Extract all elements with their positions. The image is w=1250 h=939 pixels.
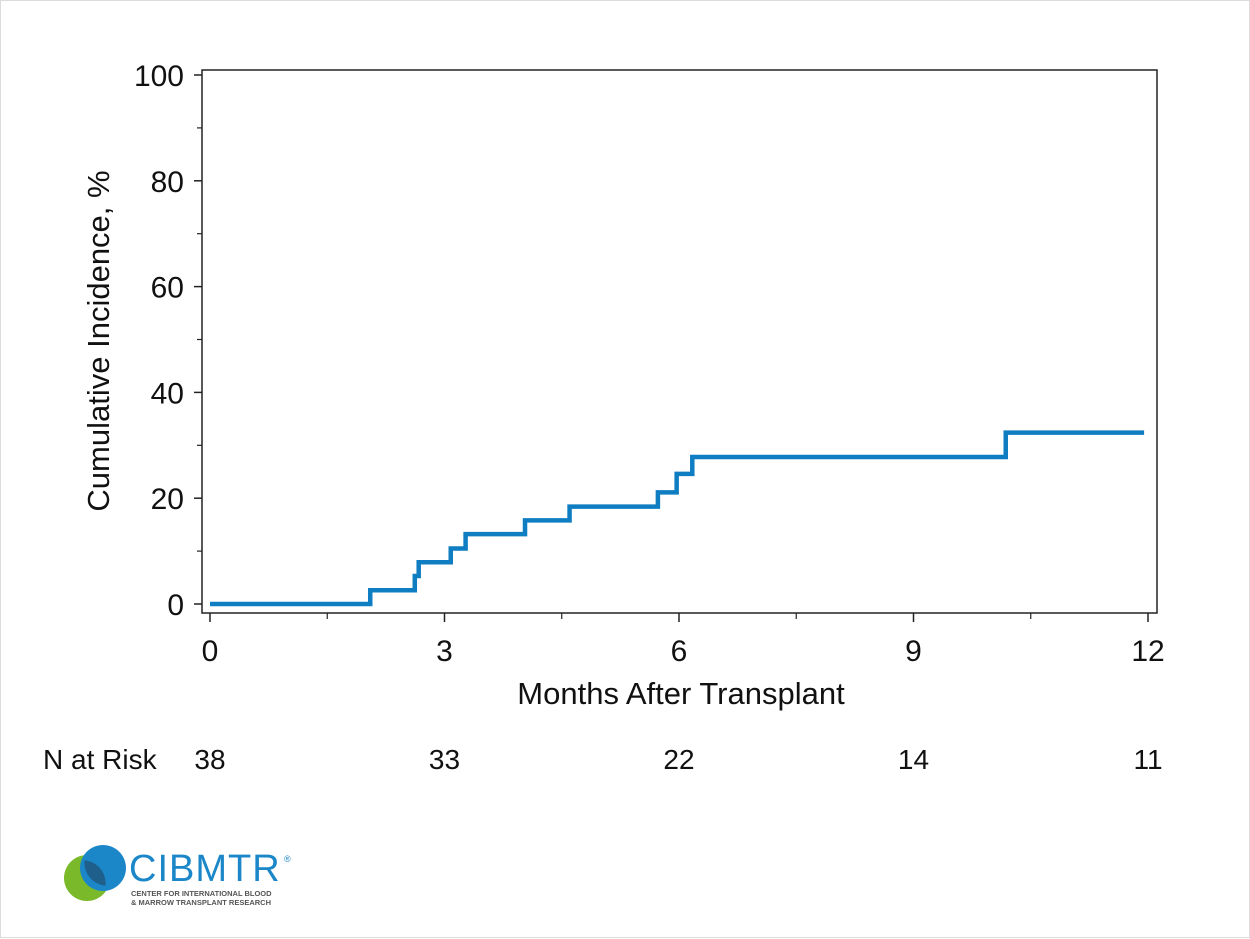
cibmtr-logo: CIBMTR ® CENTER FOR INTERNATIONAL BLOOD …	[64, 845, 291, 907]
series-layer	[210, 430, 1145, 607]
x-axis-ticks: 0 3 6 9 12	[202, 613, 1165, 668]
y-axis-title: Cumulative Incidence, %	[81, 170, 116, 511]
logo-subtitle-line1: CENTER FOR INTERNATIONAL BLOOD	[131, 889, 272, 898]
incidence-step-line	[210, 430, 1145, 607]
risk-table-label: N at Risk	[43, 744, 158, 775]
risk-count: 14	[898, 744, 929, 775]
y-tick-label: 0	[167, 589, 184, 622]
risk-table-values: 38 33 22 14 11	[194, 744, 1162, 775]
x-tick-label: 3	[436, 635, 453, 668]
y-tick-label: 20	[151, 483, 184, 516]
y-tick-label: 100	[134, 60, 184, 93]
risk-count: 33	[429, 744, 460, 775]
x-axis-title: Months After Transplant	[517, 676, 845, 711]
logo-name: CIBMTR	[129, 848, 281, 890]
y-tick-label: 40	[151, 377, 184, 410]
logo-blue-circle	[80, 845, 126, 891]
x-tick-label: 0	[202, 635, 219, 668]
y-tick-label: 80	[151, 166, 184, 199]
plot-frame	[201, 69, 1158, 614]
risk-count: 38	[194, 744, 225, 775]
risk-count: 22	[663, 744, 694, 775]
logo-registered-mark: ®	[284, 854, 291, 864]
risk-count: 11	[1133, 744, 1162, 775]
logo-overlap-shape	[84, 860, 106, 886]
y-axis-ticks: 0 20 40 60 80 100	[134, 60, 202, 622]
x-tick-label: 6	[671, 635, 688, 668]
x-tick-label: 12	[1131, 635, 1164, 668]
x-tick-label: 9	[905, 635, 922, 668]
y-tick-label: 60	[151, 272, 184, 305]
logo-subtitle-line2: & MARROW TRANSPLANT RESEARCH	[131, 898, 271, 907]
